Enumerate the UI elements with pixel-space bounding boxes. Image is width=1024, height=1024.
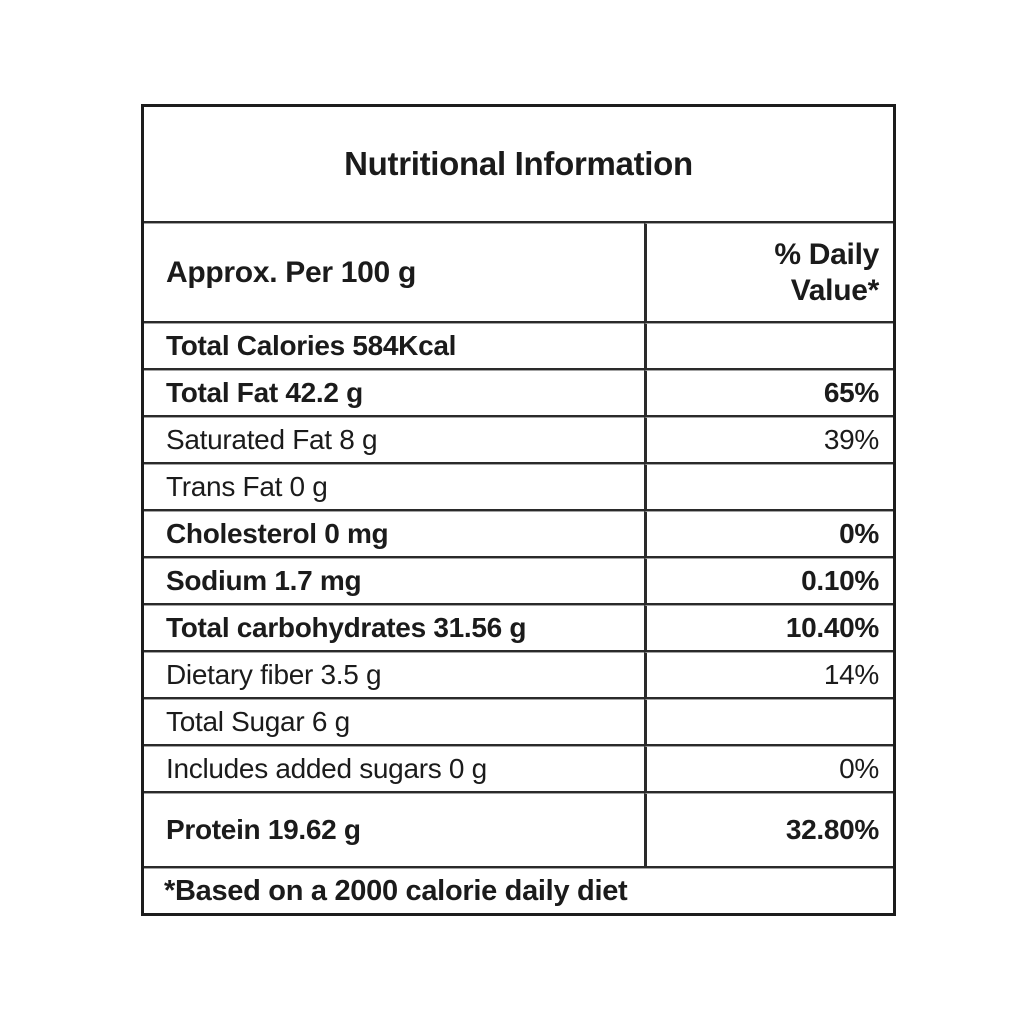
nutrient-daily-value — [644, 464, 893, 511]
nutrient-daily-value — [644, 323, 893, 370]
nutrient-label: Total Sugar 6 g — [144, 699, 644, 746]
table-footnote-row: *Based on a 2000 calorie daily diet — [144, 868, 893, 913]
nutrient-row: Total Sugar 6 g — [144, 699, 893, 746]
nutrient-row: Saturated Fat 8 g 39% — [144, 417, 893, 464]
nutrient-label: Includes added sugars 0 g — [144, 746, 644, 793]
nutrient-row: Cholesterol 0 mg 0% — [144, 511, 893, 558]
nutrient-row: Trans Fat 0 g — [144, 464, 893, 511]
nutrient-label: Cholesterol 0 mg — [144, 511, 644, 558]
nutrient-daily-value: 0.10% — [644, 558, 893, 605]
nutrient-label: Total Calories 584Kcal — [144, 323, 644, 370]
nutrition-rows-container: Total Calories 584Kcal Total Fat 42.2 g 65… — [144, 323, 893, 868]
table-header-row: Approx. Per 100 g % Daily Value* — [144, 223, 893, 323]
daily-value-header-line2: Value* — [790, 273, 880, 307]
nutrient-daily-value — [644, 699, 893, 746]
nutrient-daily-value: 65% — [644, 370, 893, 417]
nutrient-row: Total Fat 42.2 g 65% — [144, 370, 893, 417]
daily-value-header-line1: % Daily — [774, 237, 879, 271]
nutrient-label: Sodium 1.7 mg — [144, 558, 644, 605]
nutrient-row: Includes added sugars 0 g 0% — [144, 746, 893, 793]
nutrient-daily-value: 10.40% — [644, 605, 893, 652]
table-title-row: Nutritional Information — [144, 107, 893, 223]
nutrient-daily-value: 14% — [644, 652, 893, 699]
nutrient-row: Total Calories 584Kcal — [144, 323, 893, 370]
nutrient-row: Total carbohydrates 31.56 g 10.40% — [144, 605, 893, 652]
column-header-serving: Approx. Per 100 g — [144, 223, 644, 323]
nutrient-daily-value: 32.80% — [644, 793, 893, 868]
nutrient-label: Total carbohydrates 31.56 g — [144, 605, 644, 652]
table-footnote: *Based on a 2000 calorie daily diet — [144, 868, 893, 913]
column-header-daily-value: % Daily Value* — [644, 223, 893, 323]
nutrient-label: Saturated Fat 8 g — [144, 417, 644, 464]
nutrient-daily-value: 39% — [644, 417, 893, 464]
nutrient-row: Dietary fiber 3.5 g 14% — [144, 652, 893, 699]
nutrient-label: Total Fat 42.2 g — [144, 370, 644, 417]
nutrient-row: Protein 19.62 g 32.80% — [144, 793, 893, 868]
nutrient-daily-value: 0% — [644, 511, 893, 558]
nutrient-label: Dietary fiber 3.5 g — [144, 652, 644, 699]
nutrient-label: Protein 19.62 g — [144, 793, 644, 868]
table-title: Nutritional Information — [144, 107, 893, 223]
nutrition-table: Nutritional Information Approx. Per 100 … — [141, 104, 896, 916]
nutrient-label: Trans Fat 0 g — [144, 464, 644, 511]
nutrient-row: Sodium 1.7 mg 0.10% — [144, 558, 893, 605]
nutrient-daily-value: 0% — [644, 746, 893, 793]
